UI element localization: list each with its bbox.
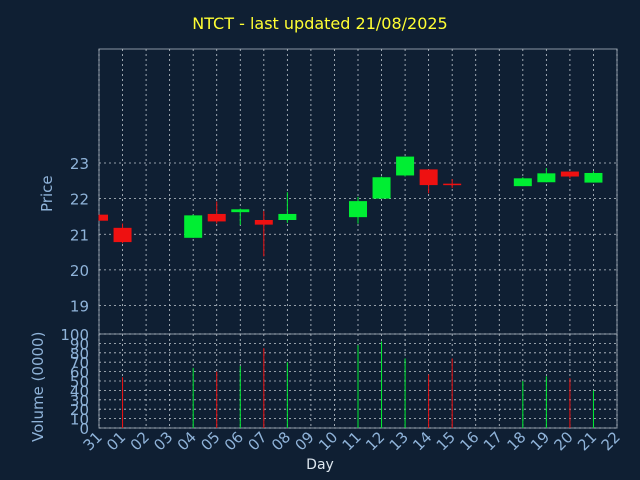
price-tick-label: 21 (70, 226, 89, 244)
candle-body (184, 215, 203, 238)
candle-body (443, 183, 462, 186)
price-tick-label: 19 (70, 298, 89, 316)
x-tick-label: 17 (480, 428, 506, 454)
volume-tick-label: 70 (70, 354, 89, 372)
volume-tick-label: 10 (70, 411, 89, 429)
price-tick-label: 22 (70, 191, 89, 209)
x-tick-label: 11 (339, 428, 365, 454)
x-tick-label: 14 (409, 428, 435, 454)
candle-body (207, 213, 226, 222)
volume-tick-label: 40 (70, 382, 89, 400)
x-axis-label: Day (306, 457, 334, 473)
x-tick-label: 12 (362, 428, 388, 454)
x-tick-label: 19 (527, 428, 553, 454)
volume-tick-label: 20 (70, 401, 89, 419)
candle-body (419, 169, 438, 186)
volume-tick-label: 90 (70, 335, 89, 353)
volume-tick-label: 50 (70, 373, 89, 391)
candle-body (372, 177, 391, 199)
x-tick-label: 02 (127, 428, 153, 454)
x-tick-label: 07 (244, 428, 270, 454)
candle-body (99, 214, 108, 221)
price-tick-label: 23 (70, 155, 89, 173)
candle-body (584, 172, 603, 183)
candle-body (113, 227, 132, 243)
volume-tick-label: 30 (70, 392, 89, 410)
x-tick-label: 16 (456, 428, 482, 454)
x-tick-label: 08 (268, 428, 294, 454)
volume-tick-label: 100 (60, 326, 89, 344)
x-tick-label: 01 (103, 428, 129, 454)
x-tick-label: 05 (197, 428, 223, 454)
x-tick-label: 06 (221, 428, 247, 454)
price-panel-frame (98, 48, 618, 335)
x-tick-label: 10 (315, 428, 341, 454)
volume-tick-label: 60 (70, 364, 89, 382)
x-tick-label: 09 (292, 428, 318, 454)
candle-body (560, 171, 579, 177)
x-tick-label: 04 (174, 428, 200, 454)
x-tick-label: 22 (598, 428, 624, 454)
price-tick-label: 20 (70, 262, 89, 280)
candle-body (254, 220, 273, 225)
x-tick-label: 18 (503, 428, 529, 454)
candle-body (513, 178, 532, 187)
x-tick-label: 21 (574, 428, 600, 454)
candle-body (278, 213, 297, 220)
volume-tick-label: 80 (70, 345, 89, 363)
volume-tick-label: 0 (79, 420, 89, 438)
x-tick-label: 20 (551, 428, 577, 454)
chart-title: NTCT - last updated 21/08/2025 (192, 14, 448, 33)
candle-body (537, 173, 556, 183)
candle-body (231, 209, 250, 213)
candle-body (396, 156, 415, 176)
x-tick-label: 03 (150, 428, 176, 454)
candle-body (349, 201, 367, 218)
x-tick-label: 13 (386, 428, 412, 454)
x-tick-label: 15 (433, 428, 459, 454)
